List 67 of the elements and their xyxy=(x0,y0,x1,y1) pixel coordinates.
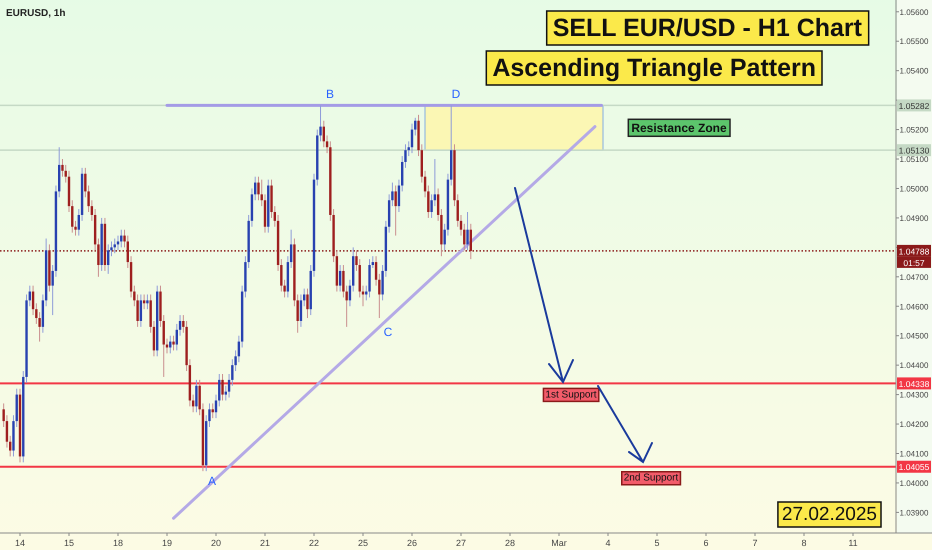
x-tick-label: 5 xyxy=(654,538,660,548)
annotation: EURUSD, 1h xyxy=(6,8,66,19)
annotation: 1.05130 xyxy=(898,146,930,156)
text: 01:57 xyxy=(903,258,925,268)
candlestick xyxy=(338,264,342,292)
x-tick-label: 7 xyxy=(752,538,758,548)
title-box: SELL EUR/USD - H1 Chart xyxy=(546,10,870,46)
candlestick xyxy=(470,223,472,260)
annotation: 1.05282 xyxy=(898,100,930,111)
candlestick xyxy=(140,294,142,328)
y-tick-label: 1.04300 xyxy=(900,390,930,400)
x-tick-label: 4 xyxy=(605,538,611,548)
y-tick-label: 1.04400 xyxy=(900,361,930,370)
ref-line-label: 2nd Support xyxy=(624,472,678,484)
subtitle-box: Ascending Triangle Pattern xyxy=(486,50,823,86)
x-tick-label: 8 xyxy=(801,538,807,548)
y-tick-label: 1.04700 xyxy=(900,272,930,282)
y-tick-label: 1.04000 xyxy=(900,478,930,488)
x-tick-label: 26 xyxy=(406,538,418,548)
y-tick-label: 1.04900 xyxy=(900,214,930,223)
date-box: 27.02.2025 xyxy=(777,501,882,528)
x-tick-label: 14 xyxy=(14,538,26,548)
annotation: D xyxy=(452,87,461,101)
x-tick-label: 28 xyxy=(504,538,516,548)
x-tick-label: 21 xyxy=(260,538,270,548)
annotation: A xyxy=(208,474,216,488)
x-tick-label: 11 xyxy=(848,538,858,548)
candlestick xyxy=(146,294,149,310)
y-tick-label: 1.05400 xyxy=(900,66,930,76)
zone-label: Resistance Zone xyxy=(628,118,731,138)
y-tick-label: 1.05600 xyxy=(900,8,930,17)
x-tick-label: Mar xyxy=(551,538,567,548)
x-tick-label: 22 xyxy=(308,538,320,548)
y-tick-label: 1.04600 xyxy=(900,302,930,312)
y-tick-label: 1.05500 xyxy=(900,37,930,46)
annotation: 27.02.2025 xyxy=(782,504,877,525)
candlestick xyxy=(107,244,110,274)
y-tick-label: 1.04500 xyxy=(900,332,930,341)
y-tick-label: 1.03900 xyxy=(900,508,930,518)
support-label: 1st Support xyxy=(542,388,600,402)
candlestick xyxy=(212,402,214,419)
y-tick-label: 1.05200 xyxy=(900,126,930,135)
band-label: Resistance Zone xyxy=(631,120,728,135)
support-label: 2nd Support xyxy=(621,471,682,486)
x-tick-label: 15 xyxy=(64,538,74,548)
candlestick xyxy=(169,335,172,354)
x-tick-label: 19 xyxy=(162,538,172,548)
x-tick-label: 18 xyxy=(112,538,124,548)
annotation: 1.04338 xyxy=(898,378,930,389)
x-tick-label: 27 xyxy=(456,538,466,548)
annotation: C xyxy=(384,325,393,339)
x-tick-label: 6 xyxy=(703,538,709,548)
candlestick xyxy=(120,229,122,248)
y-tick-label: 1.05000 xyxy=(900,184,930,194)
y-tick-label: 1.04200 xyxy=(900,420,930,430)
y-tick-label: 1.04100 xyxy=(900,449,930,458)
candlestick xyxy=(394,185,397,236)
ref-line-label: 1st Support xyxy=(545,389,597,400)
x-tick-label: 20 xyxy=(210,538,222,548)
candlestick xyxy=(195,379,198,413)
annotation: B xyxy=(326,87,334,101)
candlestick xyxy=(114,238,116,254)
x-tick-label: 25 xyxy=(358,538,368,548)
annotation: 1.04788 xyxy=(898,246,930,256)
annotation: 1.04055 xyxy=(898,462,930,472)
y-tick-label: 1.05100 xyxy=(900,155,930,164)
candlestick xyxy=(142,294,146,310)
